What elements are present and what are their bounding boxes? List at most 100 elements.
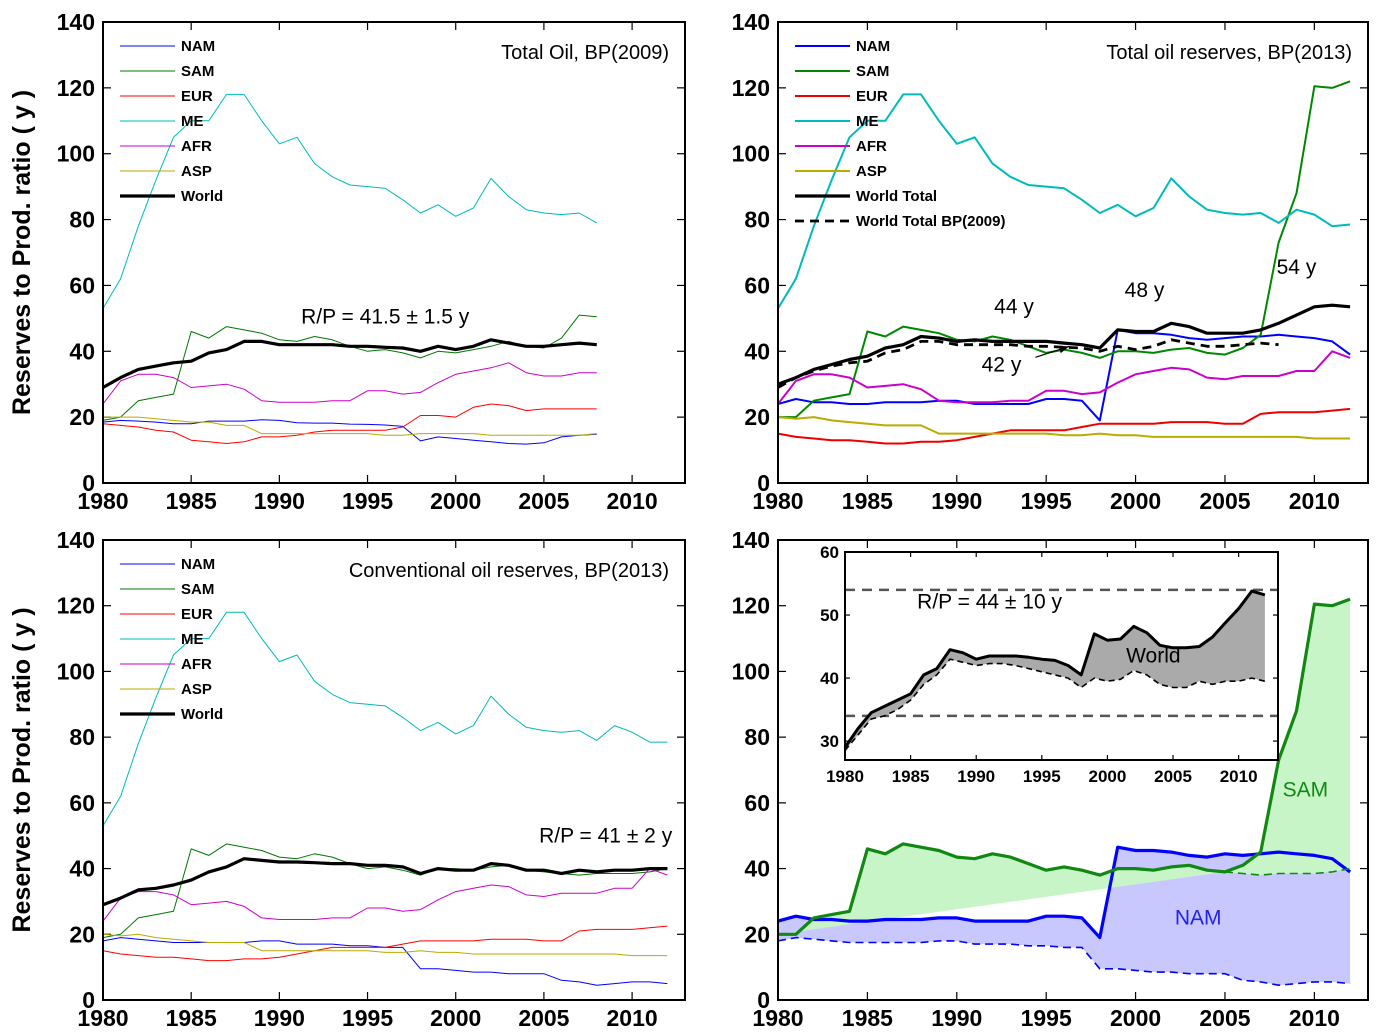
legend-label-sam: SAM: [181, 581, 214, 598]
inset-annotation-world: World: [1126, 644, 1180, 667]
y-tick-label: 80: [744, 724, 770, 750]
y-tick-label: 0: [82, 470, 95, 496]
series-line-eur: [102, 925, 668, 962]
y-tick-label: 60: [69, 272, 95, 298]
x-tick-label: 1985: [842, 488, 893, 514]
legend-label-world-total-bp-2009: World Total BP(2009): [856, 213, 1005, 230]
series-line-asp: [103, 416, 597, 436]
region-label-sam: SAM: [1283, 778, 1329, 801]
series-line-eur: [777, 407, 1351, 445]
annotation-r-p-41-2-y: R/P = 41 ± 2 y: [539, 825, 673, 848]
y-tick-label: 140: [732, 9, 770, 35]
series-line-world-conventional: [844, 658, 1266, 752]
annotation-42-y: 42 y: [982, 353, 1022, 376]
y-tick-label: 40: [744, 856, 770, 882]
series-line-sam-total: [778, 597, 1351, 936]
legend-label-nam: NAM: [181, 38, 215, 55]
region-label-nam: NAM: [1175, 906, 1222, 929]
y-tick-label: 40: [69, 338, 95, 364]
axes-background: [778, 22, 1368, 483]
y-tick-label: 100: [57, 141, 95, 167]
y-tick-label: 80: [69, 207, 95, 233]
x-tick-label: 2005: [1199, 1005, 1250, 1031]
panel-conventional-oil-reserves-bp2013: 1980 1985 1990 1995 2000 2005 2010 0 20 40 60 80 100…: [8, 527, 686, 1031]
legend-label-afr: AFR: [856, 138, 887, 155]
x-tick-label: 2000: [1110, 488, 1161, 514]
x-tick-label: 1995: [1021, 1005, 1072, 1031]
fill-world-total: [845, 591, 1265, 751]
inset-annotation-r-p-44-10-y: R/P = 44 ± 10 y: [917, 591, 1062, 614]
series-line-me: [777, 93, 1351, 310]
annotation-arrow-head: [1058, 345, 1070, 354]
y-tick-label: 120: [732, 593, 770, 619]
legend-label-world: World: [181, 706, 223, 723]
x-tick-label: 1985: [842, 1005, 893, 1031]
y-tick-label: 20: [69, 921, 95, 947]
axes-frame: [777, 539, 1369, 1001]
legend-label-nam: NAM: [856, 38, 890, 55]
x-tick-label: 2010: [1289, 1005, 1340, 1031]
y-tick-label: 140: [57, 9, 95, 35]
y-tick-label: 60: [744, 790, 770, 816]
y-tick-label: 40: [744, 338, 770, 364]
x-tick-label: 1980: [77, 488, 128, 514]
axes-background: [103, 22, 685, 483]
y-tick-label: 140: [57, 527, 95, 553]
legend-label-world: World: [181, 188, 223, 205]
legend-label-me: ME: [856, 113, 879, 130]
y-tick-label: 100: [732, 658, 770, 684]
legend-label-asp: ASP: [181, 163, 212, 180]
axes-frame: [844, 551, 1279, 761]
series-line-world-total-bp-2009: [777, 338, 1279, 389]
x-tick-label: 1990: [254, 488, 305, 514]
panel-total-oil-reserves-bp2013: 1980 1985 1990 1995 2000 2005 2010 0 20 40 60 80 100…: [732, 9, 1369, 514]
x-tick-label: 2005: [1199, 488, 1250, 514]
x-tick-label: 2005: [518, 488, 569, 514]
series-line-me: [102, 611, 668, 827]
y-tick-label: 20: [69, 404, 95, 430]
x-tick-label: 1990: [931, 1005, 982, 1031]
x-tick-label: 1995: [342, 1005, 393, 1031]
legend-label-me: ME: [181, 113, 204, 130]
y-tick-label: 50: [820, 606, 839, 625]
legend-label-sam: SAM: [856, 63, 889, 80]
y-axis-label: Reserves to Prod. ratio ( y ): [8, 90, 36, 415]
x-tick-label: 1980: [826, 767, 864, 786]
inset-chart: 1980 1985 1990 1995 2000 2005 2010 30 40 50 60 R/P …: [820, 543, 1279, 786]
legend-label-nam: NAM: [181, 556, 215, 573]
y-tick-label: 40: [820, 669, 839, 688]
legend-label-asp: ASP: [181, 681, 212, 698]
legend-label-afr: AFR: [181, 138, 212, 155]
panel-title: Total Oil, BP(2009): [501, 42, 669, 64]
x-tick-label: 2000: [430, 1005, 481, 1031]
series-line-nam-conventional: [777, 936, 1351, 986]
annotation-44-y: 44 y: [994, 296, 1034, 319]
series-line-world: [102, 857, 668, 907]
series-line-nam: [777, 328, 1351, 422]
y-tick-label: 0: [82, 987, 95, 1013]
x-tick-label: 1995: [1021, 488, 1072, 514]
y-tick-label: 120: [57, 593, 95, 619]
x-tick-label: 1990: [931, 488, 982, 514]
y-tick-label: 120: [732, 75, 770, 101]
axes-frame: [102, 539, 686, 1001]
annotation-48-y: 48 y: [1125, 279, 1165, 302]
axes-frame: [777, 21, 1369, 484]
legend-label-sam: SAM: [181, 63, 214, 80]
series-line-nam: [102, 419, 597, 445]
x-tick-label: 2000: [430, 488, 481, 514]
x-tick-label: 1995: [1023, 767, 1061, 786]
series-line-world-total: [843, 589, 1266, 749]
x-tick-label: 1990: [957, 767, 995, 786]
legend-label-world-total: World Total: [856, 188, 937, 205]
series-line-sam-conventional: [1224, 867, 1351, 876]
legend-label-eur: EUR: [181, 606, 213, 623]
series-line-eur: [102, 403, 597, 444]
y-tick-label: 100: [57, 658, 95, 684]
x-tick-label: 2010: [607, 488, 658, 514]
x-tick-label: 2010: [1289, 488, 1340, 514]
y-tick-label: 80: [69, 724, 95, 750]
y-tick-label: 120: [57, 75, 95, 101]
x-tick-label: 2010: [1220, 767, 1258, 786]
